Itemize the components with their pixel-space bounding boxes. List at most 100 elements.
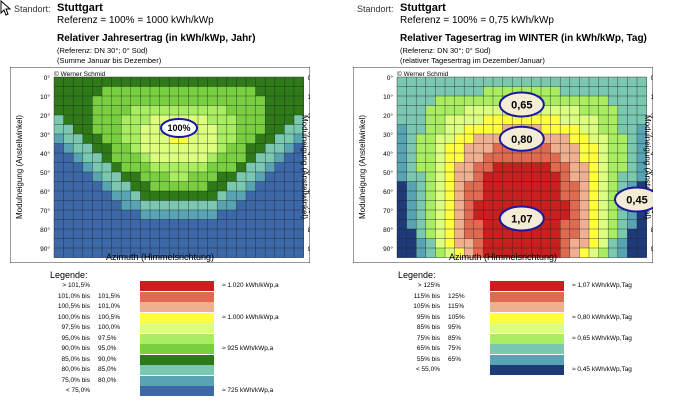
heatmap-cell (531, 115, 542, 125)
heatmap-cell (130, 143, 141, 154)
heatmap-cell (111, 229, 122, 239)
heatmap-cell (226, 124, 237, 135)
heatmap-cell (454, 162, 465, 173)
heatmap-cell (473, 96, 484, 106)
heatmap-cell (445, 77, 455, 87)
heatmap-cell (454, 77, 465, 87)
heatmap-cell (130, 219, 141, 230)
heatmap-cell (236, 86, 247, 97)
heatmap-cell (265, 86, 276, 97)
heatmap-cell (198, 143, 208, 154)
heatmap-cell (102, 115, 112, 125)
heatmap-cell (207, 96, 218, 106)
heatmap-cell (294, 200, 304, 211)
heatmap-cell (560, 96, 571, 106)
y-tick-label-right: 80° (308, 226, 310, 234)
heatmap-cell (569, 200, 580, 211)
heatmap-cell (473, 143, 484, 154)
legend-swatch (140, 365, 214, 375)
heatmap-cell (159, 105, 170, 116)
heatmap-cell (473, 172, 484, 182)
heatmap-cell (121, 210, 132, 220)
heatmap-cell (637, 219, 647, 230)
heatmap-cell (637, 229, 647, 239)
heatmap-cell (111, 134, 122, 144)
heatmap-cell (226, 143, 237, 154)
heatmap-cell (207, 143, 218, 154)
heatmap-cell (464, 77, 475, 87)
heatmap-cell (54, 238, 64, 249)
heatmap-cell (178, 210, 189, 220)
heatmap-cell (130, 191, 141, 201)
heatmap-cell (464, 181, 475, 192)
heatmap-cell (178, 219, 189, 230)
heatmap-cell (483, 200, 494, 211)
heatmap-cell (637, 238, 647, 249)
heatmap-cell (198, 124, 208, 135)
heatmap-cell (473, 248, 484, 258)
heatmap-cell (406, 181, 417, 192)
heatmap-cell (63, 210, 74, 220)
heatmap-cell (435, 181, 446, 192)
heatmap-cell (483, 219, 494, 230)
heatmap-cell (130, 115, 141, 125)
heatmap-cell (598, 248, 609, 258)
heatmap-cell (217, 143, 228, 154)
heatmap-cell (464, 115, 475, 125)
heatmap-cell (226, 162, 237, 173)
heatmap-cell (102, 200, 112, 211)
legend-note: ≈ 725 kWh/kWp,a (222, 387, 274, 394)
heatmap-cell (435, 200, 446, 211)
heatmap-cell (121, 219, 132, 230)
heatmap-cell (512, 181, 523, 192)
heatmap-cell (637, 105, 647, 116)
heatmap-cell (73, 210, 84, 220)
legend-range-high: 115% (448, 303, 465, 310)
heatmap-cell (397, 229, 407, 239)
heatmap-cell (425, 229, 436, 239)
heatmap-cell (82, 200, 93, 211)
heatmap-cell (265, 134, 276, 144)
heatmap-cell (111, 238, 122, 249)
heatmap-cell (541, 210, 551, 220)
heatmap-cell (111, 115, 122, 125)
heatmap-cell (82, 181, 93, 192)
heatmap-cell (121, 191, 132, 201)
heatmap-cell (188, 162, 199, 173)
heatmap-cell (217, 181, 228, 192)
heatmap-cell (92, 162, 103, 173)
heatmap-cell (617, 77, 628, 87)
heatmap-cell (608, 191, 619, 201)
legend-row: > 125% ≈ 1,07 kWh/kWp,Tag (390, 281, 690, 292)
heatmap-cell (54, 248, 64, 258)
heatmap-cell (397, 86, 407, 97)
heatmap-cell (198, 172, 208, 182)
heatmap-cell (82, 162, 93, 173)
heatmap-cell (560, 86, 571, 97)
heatmap-cell (102, 86, 112, 97)
chart-title: Relativer Tagesertrag im WINTER (in kWh/… (400, 33, 647, 44)
heatmap-cell (255, 86, 266, 97)
heatmap-cell (150, 86, 160, 97)
heatmap-cell (226, 219, 237, 230)
legend-swatch (140, 323, 214, 333)
heatmap-cell (579, 191, 590, 201)
heatmap-cell (207, 115, 218, 125)
heatmap-cell (406, 105, 417, 116)
heatmap-cell (265, 248, 276, 258)
heatmap-cell (255, 124, 266, 135)
heatmap-cell (589, 105, 599, 116)
heatmap-cell (560, 229, 571, 239)
heatmap-cell (579, 248, 590, 258)
heatmap-cell (92, 143, 103, 154)
heatmap-cell (294, 181, 304, 192)
heatmap-cell (397, 96, 407, 106)
y-tick-label-right: 60° (308, 188, 310, 196)
heatmap-cell (92, 172, 103, 182)
legend-note: ≈ 1,07 kWh/kWp,Tag (572, 282, 632, 289)
x-axis-label: Azimuth (Himmelsrichtung) (106, 252, 214, 262)
legend-range-low: 100,0% bis (57, 313, 90, 321)
heatmap-cell (579, 172, 590, 182)
heatmap-cell (425, 77, 436, 87)
heatmap-cell (521, 172, 532, 182)
